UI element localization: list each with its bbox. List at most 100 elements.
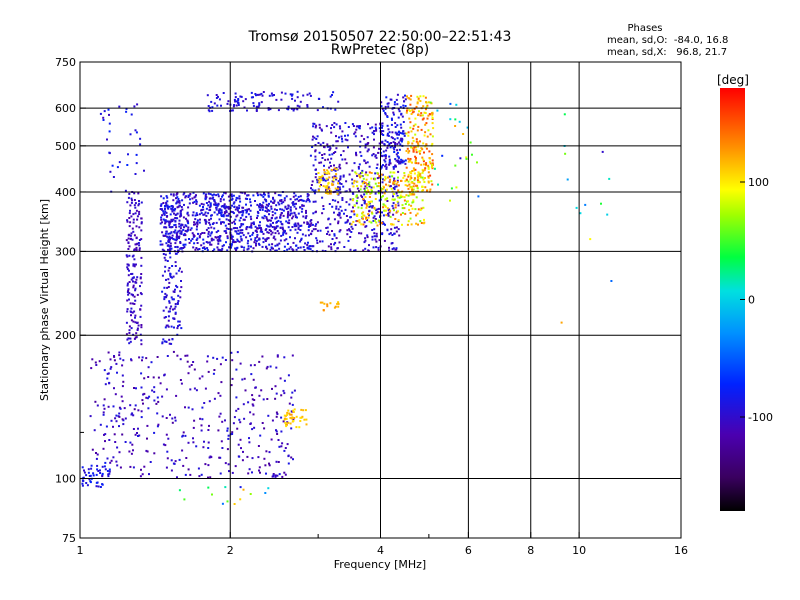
data-point xyxy=(161,214,164,217)
y-tick-label: 400 xyxy=(55,186,76,199)
data-point xyxy=(278,247,281,250)
data-point xyxy=(177,320,180,323)
data-point xyxy=(365,218,368,220)
data-point xyxy=(164,253,167,256)
data-point xyxy=(417,223,419,226)
data-point xyxy=(176,217,179,220)
data-point xyxy=(102,447,105,450)
data-point xyxy=(255,229,258,232)
data-point xyxy=(260,92,263,95)
data-point xyxy=(337,180,340,183)
data-point xyxy=(458,120,461,123)
data-point xyxy=(169,275,172,278)
data-point xyxy=(284,447,287,449)
data-point xyxy=(167,269,170,272)
data-point xyxy=(130,273,133,275)
data-point xyxy=(393,209,395,212)
data-point xyxy=(140,416,143,419)
data-point xyxy=(287,409,290,412)
data-point xyxy=(127,264,130,267)
data-point xyxy=(419,152,421,155)
data-point xyxy=(217,235,220,238)
data-point xyxy=(241,459,244,462)
data-point xyxy=(414,117,417,120)
data-point xyxy=(227,100,230,103)
data-point xyxy=(140,281,143,284)
data-point xyxy=(267,204,270,207)
data-point xyxy=(465,156,468,159)
data-point xyxy=(425,147,428,150)
data-point xyxy=(382,164,384,167)
data-point xyxy=(360,232,363,235)
data-point xyxy=(176,196,179,199)
data-point xyxy=(237,98,240,100)
data-point xyxy=(407,187,410,190)
data-point xyxy=(134,173,137,175)
data-point xyxy=(384,209,387,212)
data-point xyxy=(294,223,297,226)
data-point xyxy=(394,158,397,161)
data-point xyxy=(397,184,400,187)
data-point xyxy=(405,194,408,197)
data-point xyxy=(375,232,378,235)
data-point xyxy=(293,417,296,419)
data-point xyxy=(283,379,286,382)
data-point xyxy=(348,203,351,206)
data-point xyxy=(107,372,110,375)
data-point xyxy=(254,386,257,389)
data-point xyxy=(368,185,371,188)
data-point xyxy=(203,246,206,249)
data-point xyxy=(174,305,177,308)
data-point xyxy=(173,224,176,227)
data-point xyxy=(422,160,425,163)
data-point xyxy=(391,131,394,134)
data-point xyxy=(385,149,388,152)
data-point xyxy=(359,145,362,148)
data-point xyxy=(264,464,267,467)
data-point xyxy=(376,163,379,166)
data-point xyxy=(291,403,294,406)
data-point xyxy=(417,125,420,128)
data-point xyxy=(218,456,221,459)
data-point xyxy=(185,225,188,228)
data-point xyxy=(136,329,139,331)
data-point xyxy=(136,327,139,330)
data-point xyxy=(334,175,337,178)
data-point xyxy=(207,464,210,467)
data-point xyxy=(381,122,384,125)
data-point xyxy=(396,195,399,197)
data-point xyxy=(139,137,142,140)
data-point xyxy=(239,226,242,229)
data-point xyxy=(395,98,398,101)
data-point xyxy=(331,94,333,96)
data-point xyxy=(339,205,342,208)
data-point xyxy=(293,107,296,110)
data-point xyxy=(125,254,128,257)
data-point xyxy=(204,219,207,222)
data-point xyxy=(328,176,331,179)
data-point xyxy=(390,98,393,101)
data-point xyxy=(333,167,336,170)
data-point xyxy=(427,101,430,104)
data-point xyxy=(205,202,208,204)
data-point xyxy=(129,310,132,313)
data-point xyxy=(232,239,235,242)
data-point xyxy=(174,312,177,315)
data-point xyxy=(363,202,366,205)
data-point xyxy=(299,206,301,209)
data-point xyxy=(221,195,223,198)
data-point xyxy=(282,214,285,217)
data-point xyxy=(240,447,242,450)
data-point xyxy=(560,321,563,324)
data-point xyxy=(378,147,380,150)
data-point xyxy=(121,400,124,403)
data-point xyxy=(296,231,299,234)
data-point xyxy=(318,123,321,126)
data-point xyxy=(215,221,218,224)
data-point xyxy=(375,129,378,132)
data-point xyxy=(389,162,392,165)
data-point xyxy=(156,412,159,415)
data-point xyxy=(288,247,291,250)
data-point xyxy=(427,181,430,184)
